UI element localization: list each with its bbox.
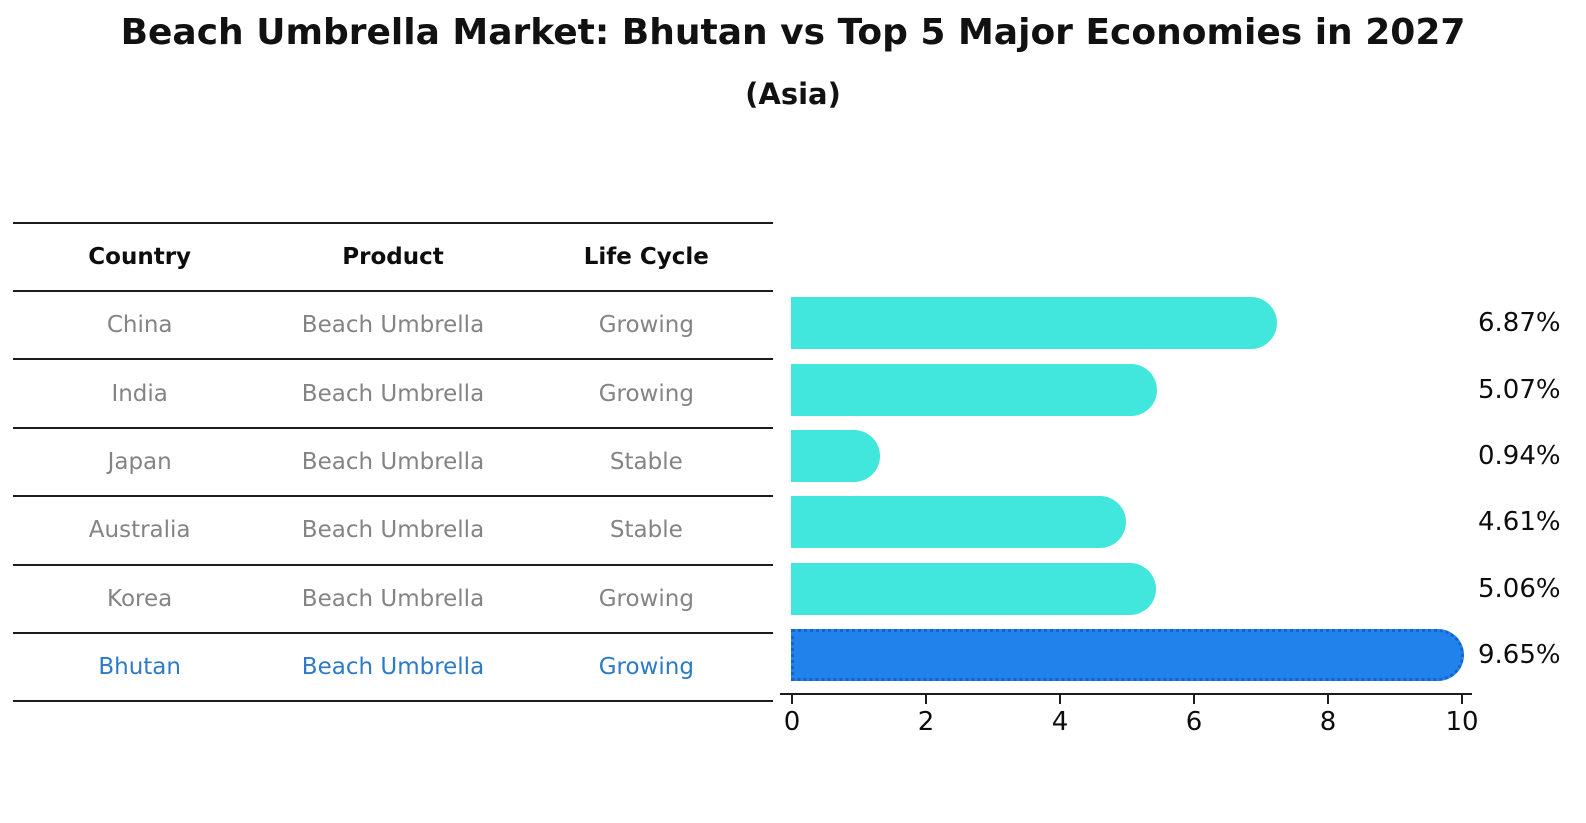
table-header-row: Country Product Life Cycle	[13, 224, 773, 292]
life-cycle-cell: Growing	[598, 585, 694, 612]
x-tick-label: 0	[783, 707, 801, 737]
bar-chart-plot-area	[791, 290, 1511, 688]
country-table: Country Product Life Cycle China Beach U…	[13, 222, 773, 703]
product-cell: Beach Umbrella	[301, 517, 485, 544]
life-cycle-cell: Growing	[598, 312, 694, 339]
country-cell: India	[111, 380, 168, 407]
life-cycle-cell: Growing	[598, 654, 694, 681]
product-cell: Beach Umbrella	[301, 585, 485, 612]
x-axis-ticks: 0 2 4 6 8 10	[784, 695, 1479, 745]
product-cell: Beach Umbrella	[301, 448, 485, 475]
bar-slot	[791, 356, 1511, 422]
x-tick-label: 4	[1051, 707, 1069, 737]
chart-title: Beach Umbrella Market: Bhutan vs Top 5 M…	[120, 12, 1466, 53]
country-cell: Japan	[107, 448, 172, 475]
bar-slot	[791, 622, 1511, 688]
table-row-bhutan: Bhutan Beach Umbrella Growing	[13, 634, 773, 703]
value-label-china: 6.87%	[1478, 308, 1561, 339]
bar-japan	[791, 429, 880, 482]
bar-slot	[791, 489, 1511, 555]
chart-subtitle: (Asia)	[745, 77, 841, 111]
country-cell: China	[106, 312, 173, 339]
country-cell: Korea	[107, 585, 173, 612]
product-cell: Beach Umbrella	[301, 654, 485, 681]
life-cycle-cell: Stable	[609, 517, 683, 544]
column-header-country: Country	[88, 244, 192, 270]
value-label-korea: 5.06%	[1478, 573, 1561, 604]
product-cell: Beach Umbrella	[301, 380, 485, 407]
bar-korea	[791, 562, 1156, 615]
life-cycle-cell: Growing	[598, 380, 694, 407]
tick-mark	[1059, 695, 1061, 704]
tick-mark	[1461, 695, 1463, 704]
x-tick-label: 2	[917, 707, 935, 737]
bar-slot	[791, 556, 1511, 622]
bar-australia	[791, 496, 1126, 549]
x-tick-label: 10	[1445, 707, 1479, 737]
value-label-japan: 0.94%	[1478, 440, 1561, 471]
value-label-bhutan: 9.65%	[1478, 640, 1561, 671]
column-header-life-cycle: Life Cycle	[583, 244, 709, 270]
life-cycle-cell: Stable	[609, 448, 683, 475]
product-cell: Beach Umbrella	[301, 312, 485, 339]
country-cell: Bhutan	[98, 654, 181, 681]
tick-mark	[791, 695, 793, 704]
bar-india	[791, 363, 1157, 416]
table-row-japan: Japan Beach Umbrella Stable	[13, 429, 773, 498]
bar-slot	[791, 290, 1511, 356]
x-axis-line	[780, 693, 1472, 695]
x-tick-label: 8	[1319, 707, 1337, 737]
tick-mark	[925, 695, 927, 704]
bar-bhutan	[791, 629, 1464, 682]
column-header-product: Product	[342, 244, 444, 270]
table-row-australia: Australia Beach Umbrella Stable	[13, 497, 773, 566]
country-cell: Australia	[88, 517, 191, 544]
bar-china	[791, 297, 1278, 350]
x-tick-label: 6	[1185, 707, 1203, 737]
value-label-australia: 4.61%	[1478, 507, 1561, 538]
table-row-india: India Beach Umbrella Growing	[13, 360, 773, 429]
value-label-column: 6.87% 5.07% 0.94% 4.61% 5.06% 9.65%	[1478, 290, 1561, 688]
table-row-china: China Beach Umbrella Growing	[13, 292, 773, 361]
bar-slot	[791, 423, 1511, 489]
tick-mark	[1193, 695, 1195, 704]
value-label-india: 5.07%	[1478, 374, 1561, 405]
tick-mark	[1327, 695, 1329, 704]
table-row-korea: Korea Beach Umbrella Growing	[13, 566, 773, 634]
